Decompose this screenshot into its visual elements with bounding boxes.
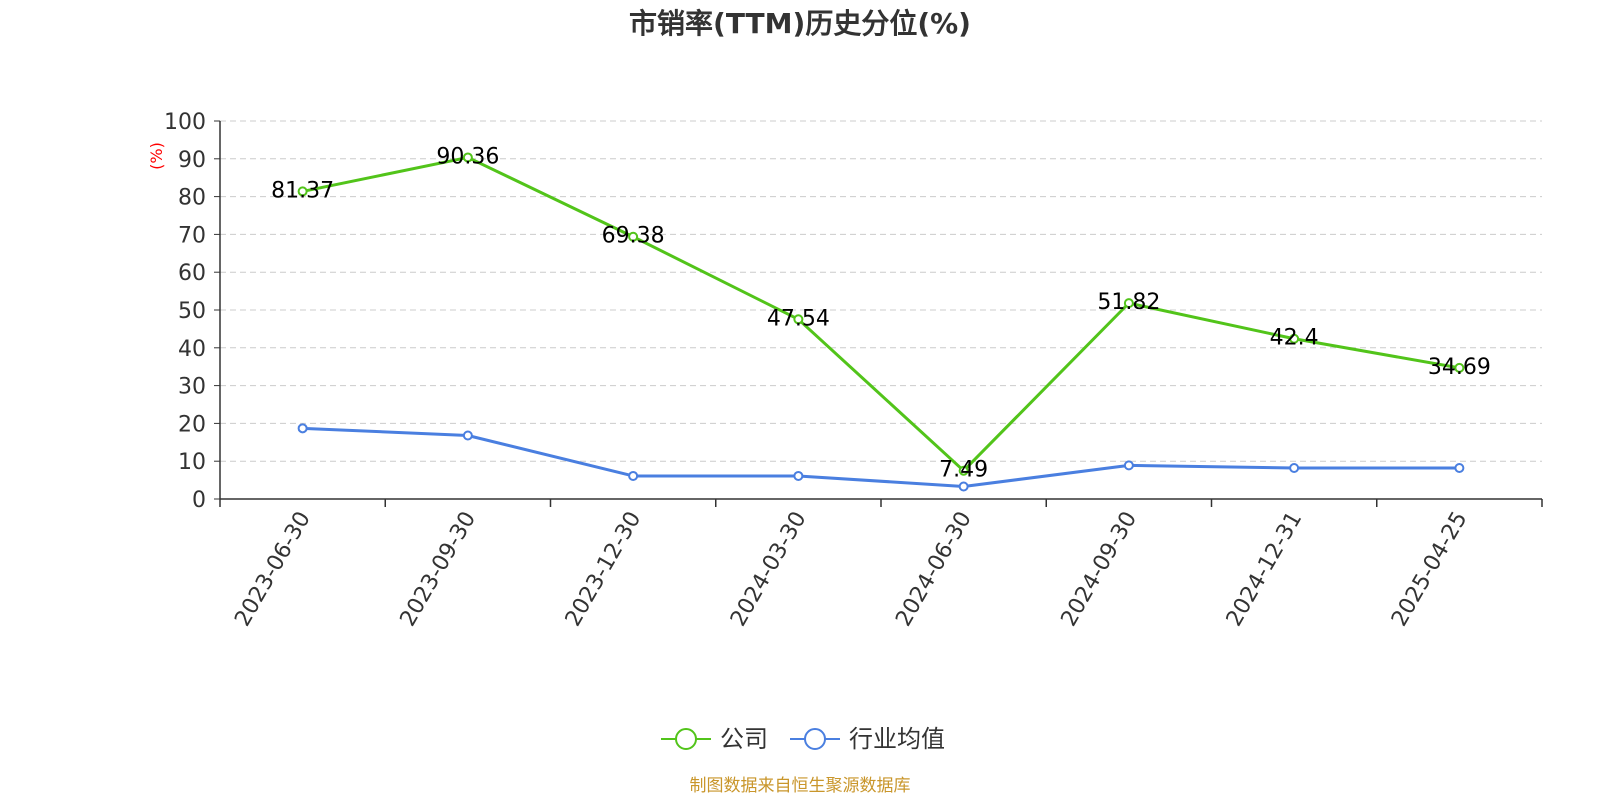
data-point-industry[interactable] bbox=[1289, 463, 1300, 474]
series-line-company bbox=[302, 155, 1460, 473]
data-label: 69.38 bbox=[602, 224, 665, 249]
data-point-company[interactable] bbox=[297, 186, 308, 197]
data-point-company[interactable] bbox=[462, 152, 473, 163]
data-label: 90.36 bbox=[436, 144, 499, 169]
y-tick-label: 80 bbox=[178, 186, 206, 211]
y-axis: 0 10 20 30 40 50 60 70 80 90 100 bbox=[164, 110, 221, 513]
data-label: 47.54 bbox=[767, 306, 830, 331]
grid-lines bbox=[220, 120, 1542, 462]
x-tick-label: 2025-04-25 bbox=[1387, 508, 1473, 631]
legend-marker-industry bbox=[804, 728, 826, 750]
data-point-company[interactable] bbox=[793, 314, 804, 325]
data-label: 34.69 bbox=[1428, 355, 1491, 380]
y-tick-label: 40 bbox=[178, 337, 206, 362]
x-axis: 2023-06-30 2023-09-30 2023-12-30 2024-03-30… bbox=[219, 498, 1543, 631]
y-tick-label: 60 bbox=[178, 261, 206, 286]
legend-marker-company bbox=[675, 728, 697, 750]
y-tick-label: 0 bbox=[192, 488, 206, 513]
data-point-industry[interactable] bbox=[793, 470, 804, 481]
series-line-industry bbox=[302, 426, 1460, 489]
data-point-company[interactable] bbox=[958, 465, 969, 476]
x-tick-label: 2024-06-30 bbox=[891, 508, 977, 631]
x-tick-label: 2024-03-30 bbox=[726, 508, 812, 631]
data-point-company[interactable] bbox=[1289, 333, 1300, 344]
legend: 公司 行业均值 bbox=[661, 725, 945, 753]
y-tick-label: 90 bbox=[178, 148, 206, 173]
data-point-company[interactable] bbox=[628, 231, 639, 242]
series-layer: 81.37 90.36 69.38 47.54 7.49 51.82 42.4 34.69 bbox=[271, 144, 1491, 492]
legend-item-company[interactable]: 公司 bbox=[661, 725, 768, 753]
y-tick-label: 10 bbox=[178, 450, 206, 475]
data-point-company[interactable] bbox=[1454, 362, 1465, 373]
x-tick-label: 2024-09-30 bbox=[1056, 508, 1142, 631]
y-tick-label: 100 bbox=[164, 110, 206, 135]
source-note: 制图数据来自恒生聚源数据库 bbox=[690, 776, 911, 796]
data-point-industry[interactable] bbox=[1454, 463, 1465, 474]
data-label: 81.37 bbox=[271, 178, 334, 203]
y-tick-label: 20 bbox=[178, 412, 206, 437]
data-point-industry[interactable] bbox=[1123, 460, 1134, 471]
x-tick-label: 2023-06-30 bbox=[230, 508, 316, 631]
y-tick-label: 50 bbox=[178, 299, 206, 324]
data-point-company[interactable] bbox=[1123, 298, 1134, 309]
data-label: 42.4 bbox=[1270, 326, 1319, 351]
x-tick-label: 2023-12-30 bbox=[561, 508, 647, 631]
legend-label-company: 公司 bbox=[720, 725, 768, 753]
y-axis-unit-label: (%) bbox=[147, 142, 166, 170]
y-tick-label: 30 bbox=[178, 375, 206, 400]
data-point-industry[interactable] bbox=[297, 423, 308, 434]
y-tick-label: 70 bbox=[178, 223, 206, 248]
data-point-industry[interactable] bbox=[462, 430, 473, 441]
x-tick-label: 2023-09-30 bbox=[395, 508, 481, 631]
data-label: 51.82 bbox=[1097, 290, 1160, 315]
data-point-industry[interactable] bbox=[958, 481, 969, 492]
x-tick-label: 2024-12-31 bbox=[1222, 508, 1308, 631]
data-point-industry[interactable] bbox=[628, 470, 639, 481]
legend-item-industry[interactable]: 行业均值 bbox=[790, 725, 945, 753]
legend-label-industry: 行业均值 bbox=[849, 725, 945, 753]
chart-title: 市销率(TTM)历史分位(%) bbox=[629, 7, 971, 40]
data-label: 7.49 bbox=[939, 458, 988, 483]
